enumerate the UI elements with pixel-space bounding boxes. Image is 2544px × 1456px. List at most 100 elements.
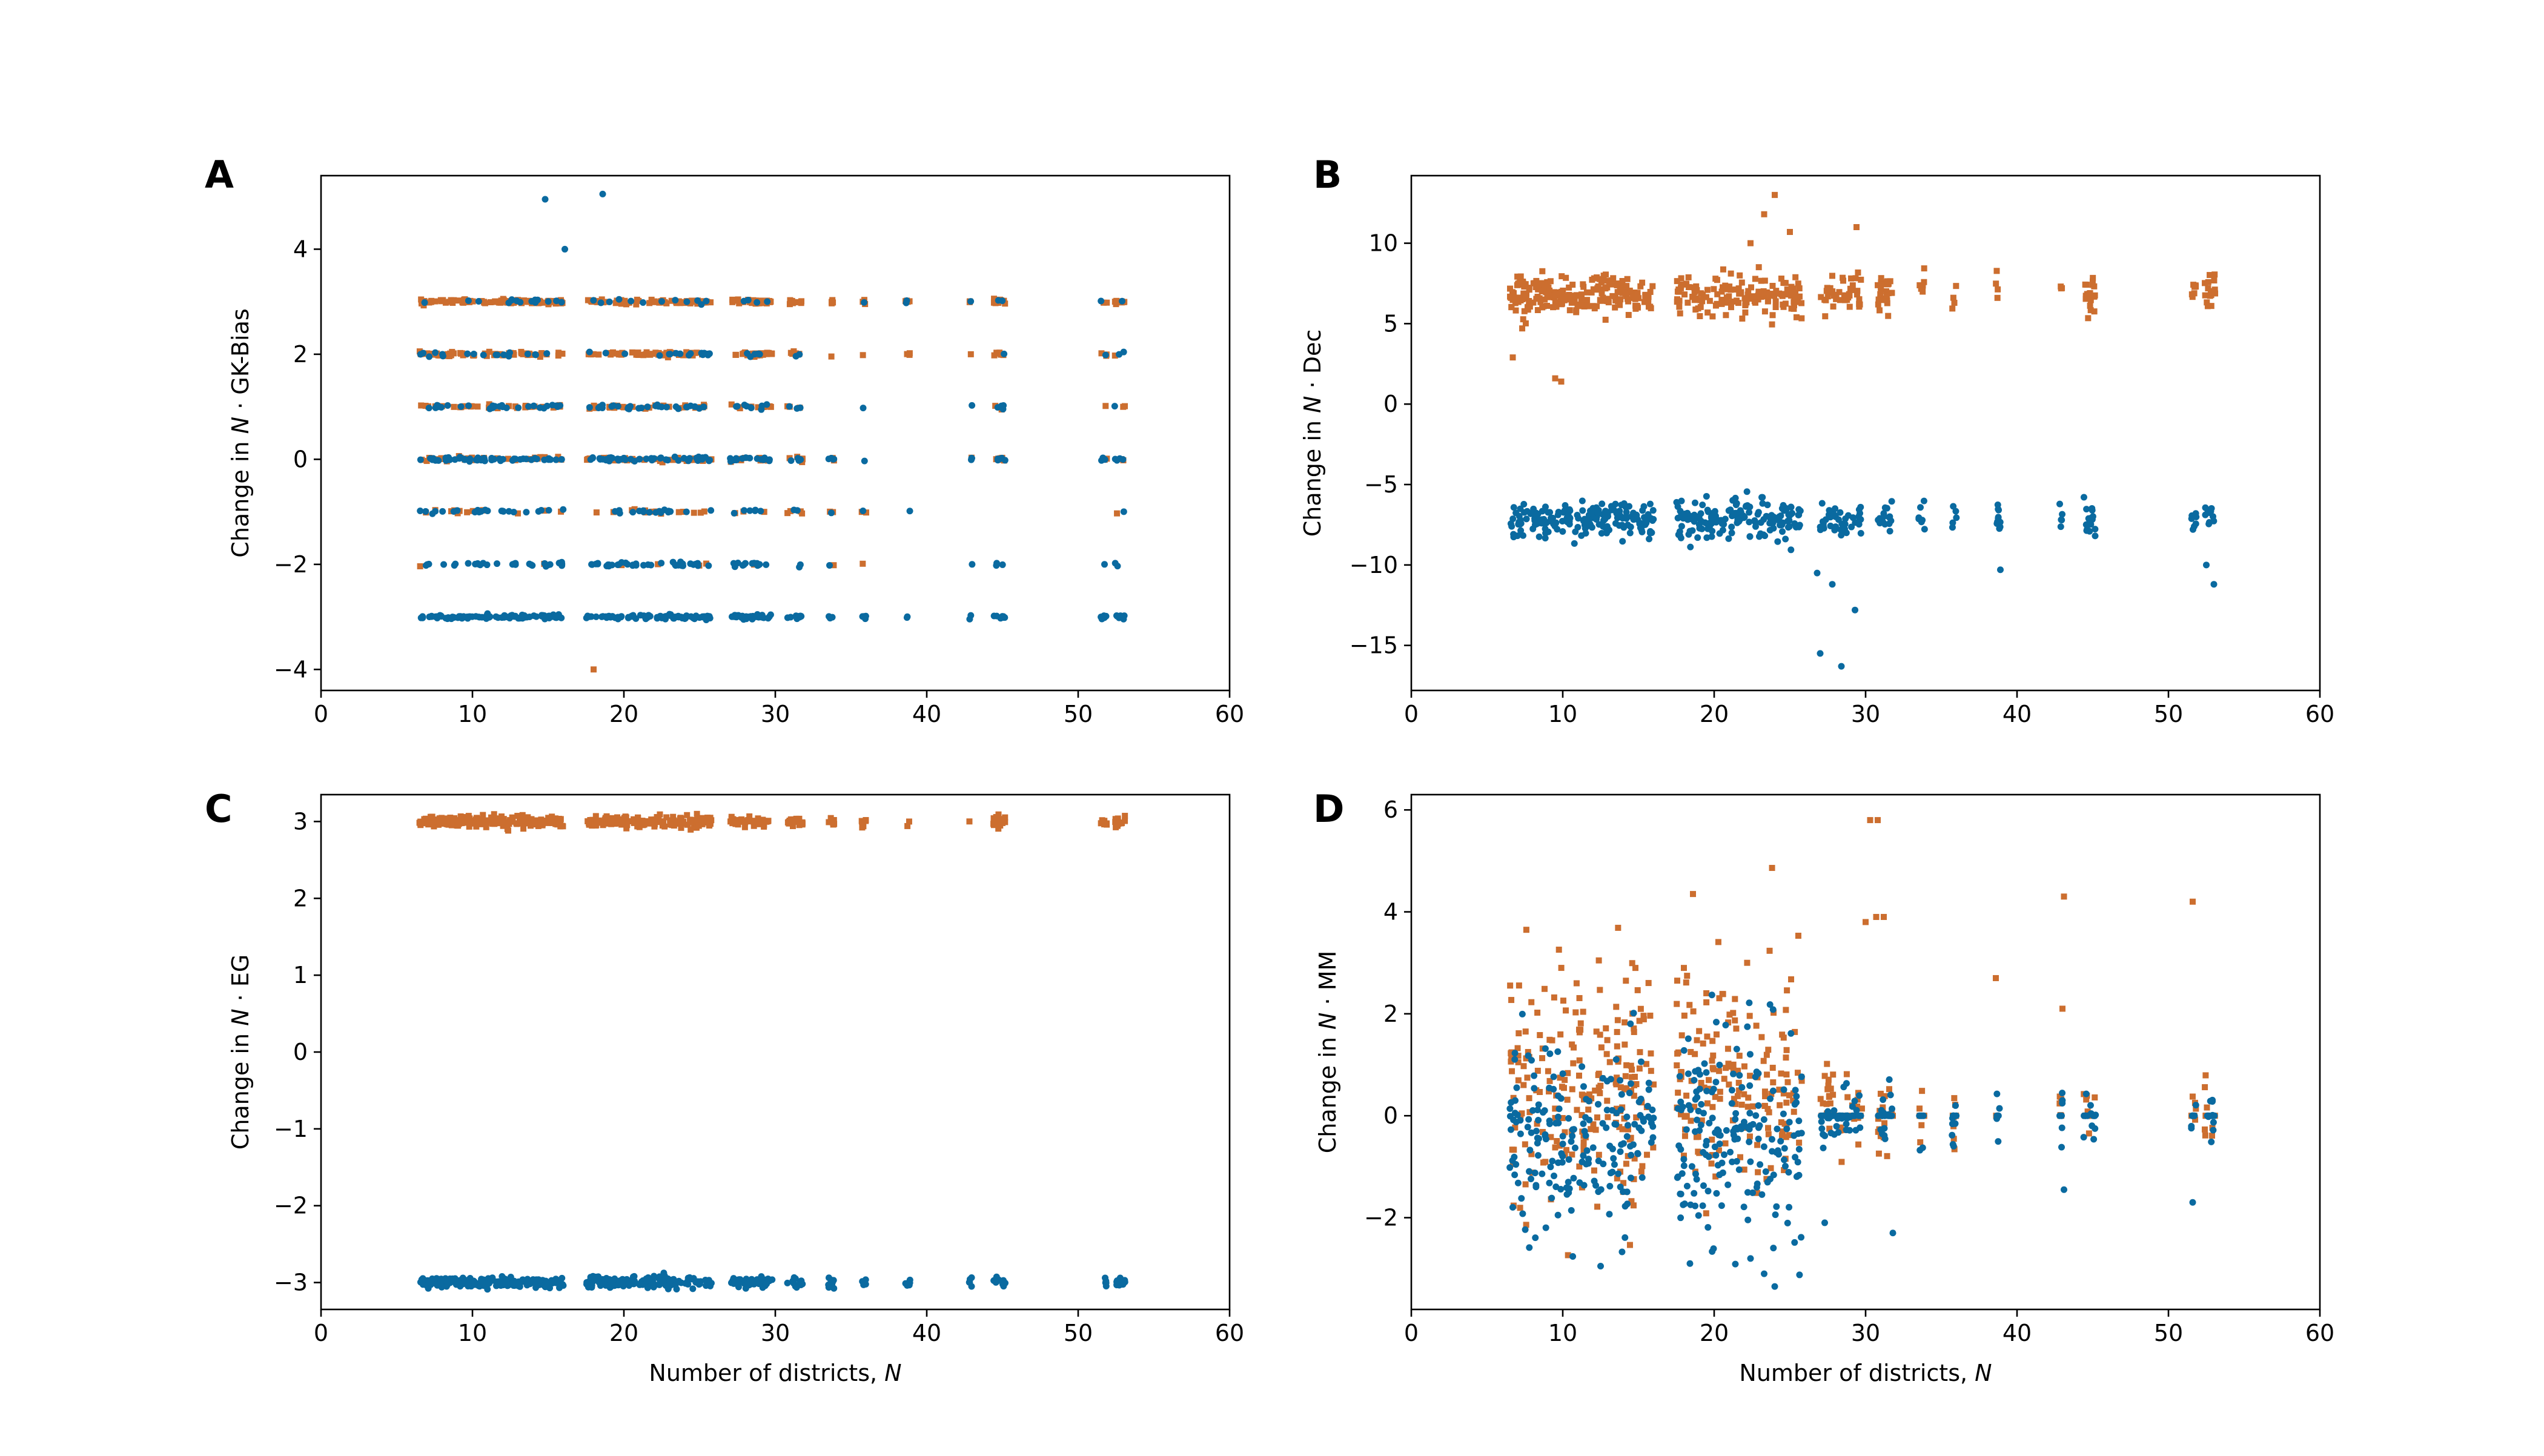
data-point-series-2 — [1823, 1112, 1830, 1119]
data-point-series-1 — [1787, 290, 1794, 296]
panel-a-points — [416, 190, 1128, 673]
data-point-series-1 — [1709, 1136, 1715, 1143]
data-point-series-2 — [1506, 1105, 1514, 1112]
data-point-series-1 — [1560, 293, 1567, 299]
data-point-series-1 — [442, 299, 449, 306]
data-point-series-1 — [1532, 284, 1539, 291]
data-point-series-2 — [1598, 530, 1605, 537]
data-point-series-1 — [1577, 1020, 1584, 1027]
data-point-series-1 — [511, 351, 517, 358]
data-point-series-1 — [451, 403, 457, 410]
data-point-series-2 — [542, 196, 549, 203]
data-point-series-1 — [651, 821, 658, 828]
data-point-series-1 — [1724, 1045, 1731, 1052]
data-point-series-1 — [1528, 1151, 1535, 1157]
data-point-series-1 — [701, 508, 707, 515]
data-point-series-1 — [729, 820, 736, 827]
data-point-series-2 — [646, 509, 653, 516]
data-point-series-1 — [1919, 1088, 1926, 1094]
data-point-series-2 — [665, 508, 672, 515]
data-point-series-1 — [643, 349, 650, 356]
data-point-series-1 — [1581, 303, 1588, 309]
data-point-series-1 — [423, 458, 430, 465]
data-point-series-1 — [1591, 305, 1598, 312]
data-point-series-1 — [1626, 287, 1633, 294]
data-point-series-1 — [1792, 274, 1799, 280]
data-point-series-2 — [1795, 1130, 1802, 1137]
data-point-series-1 — [1780, 280, 1787, 286]
data-point-series-1 — [1542, 296, 1548, 303]
data-point-series-2 — [1629, 1141, 1637, 1148]
data-point-series-1 — [1683, 280, 1690, 287]
data-point-series-1 — [1634, 290, 1641, 296]
data-point-series-1 — [1755, 288, 1762, 295]
data-point-series-2 — [1708, 991, 1715, 999]
data-point-series-2 — [700, 403, 707, 411]
x-tick-label: 10 — [458, 1320, 487, 1346]
data-point-series-2 — [496, 455, 503, 463]
data-point-series-1 — [1520, 290, 1527, 297]
data-point-series-1 — [594, 299, 601, 305]
data-point-series-1 — [473, 823, 480, 830]
data-point-series-1 — [1614, 1043, 1620, 1050]
data-point-series-1 — [1114, 510, 1121, 517]
data-point-series-2 — [1710, 1245, 1717, 1252]
data-point-series-2 — [796, 351, 803, 358]
data-point-series-2 — [1716, 1061, 1723, 1068]
data-point-series-1 — [1620, 1180, 1627, 1186]
data-point-series-1 — [1738, 1101, 1745, 1108]
data-point-series-1 — [1542, 1159, 1549, 1165]
data-point-series-2 — [599, 190, 606, 197]
data-point-series-1 — [1603, 271, 1609, 278]
data-point-series-2 — [635, 455, 643, 463]
data-point-series-1 — [635, 819, 641, 826]
data-point-series-2 — [1517, 1117, 1524, 1124]
data-point-series-2 — [1732, 1260, 1739, 1268]
data-point-series-1 — [1760, 1057, 1767, 1064]
data-point-series-2 — [1743, 488, 1751, 495]
data-point-series-1 — [1766, 1109, 1772, 1116]
data-point-series-2 — [483, 561, 491, 569]
data-point-series-1 — [1704, 1033, 1711, 1040]
panel-b-letter: B — [1313, 153, 1342, 197]
data-point-series-1 — [667, 817, 674, 824]
data-point-series-1 — [2204, 1104, 2210, 1111]
data-point-series-1 — [455, 818, 462, 825]
data-point-series-1 — [1798, 315, 1805, 322]
data-point-series-1 — [619, 298, 626, 305]
data-point-series-1 — [1521, 308, 1528, 314]
data-point-series-1 — [1723, 294, 1730, 301]
data-point-series-1 — [1520, 1063, 1527, 1070]
data-point-series-1 — [737, 405, 743, 412]
data-point-series-2 — [680, 614, 687, 621]
data-point-series-2 — [1880, 1096, 1887, 1104]
data-point-series-2 — [1684, 1070, 1692, 1077]
data-point-series-2 — [1721, 1151, 1728, 1159]
data-point-series-1 — [1793, 314, 1800, 320]
data-point-series-1 — [1626, 1242, 1633, 1248]
data-point-series-2 — [1512, 1161, 1520, 1168]
data-point-series-1 — [1566, 307, 1573, 314]
data-point-series-2 — [1795, 511, 1802, 518]
data-point-series-1 — [1559, 1115, 1566, 1122]
data-point-series-1 — [660, 818, 666, 825]
data-point-series-2 — [1519, 1210, 1526, 1217]
data-point-series-1 — [1520, 316, 1526, 323]
data-point-series-1 — [798, 300, 804, 306]
data-point-series-2 — [1887, 517, 1895, 524]
data-point-series-1 — [1519, 325, 1526, 332]
data-point-series-2 — [1525, 1116, 1532, 1123]
data-point-series-1 — [1881, 913, 1887, 920]
data-point-series-2 — [968, 1274, 975, 1282]
data-point-series-2 — [648, 561, 655, 569]
x-tick-label: 30 — [1851, 701, 1880, 727]
data-point-series-1 — [1637, 1005, 1644, 1012]
data-point-series-1 — [1585, 1107, 1592, 1113]
data-point-series-1 — [593, 509, 600, 516]
data-point-series-2 — [1704, 506, 1711, 514]
data-point-series-2 — [1751, 517, 1758, 524]
data-point-series-2 — [1510, 534, 1517, 541]
data-point-series-1 — [1534, 1010, 1541, 1016]
data-point-series-2 — [1552, 1183, 1560, 1191]
